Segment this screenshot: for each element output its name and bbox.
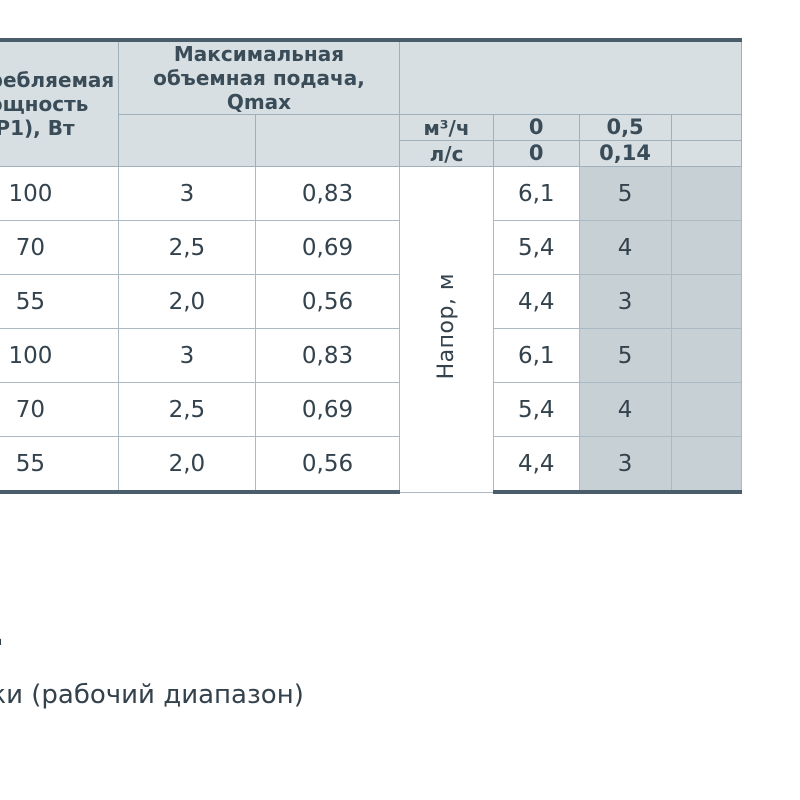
header-qmax-spacer (117, 113, 256, 168)
header-flow-m3h-0: 0 (492, 113, 580, 142)
cell-napor-2 (670, 436, 743, 495)
cell-napor-2 (670, 328, 743, 384)
header-row-2: м³/ч 0 0,5 (0, 113, 743, 168)
cell-power: 70 (0, 382, 119, 438)
cell-napor-0: 6,1 (492, 328, 580, 384)
spec-table-viewport: Потребляемая мощность (P1), Вт Максималь… (0, 38, 800, 579)
legend-line-1: КПД (0, 618, 800, 648)
header-power: Потребляемая мощность (P1), Вт (0, 38, 119, 168)
cell-qmax-ls: 0,56 (254, 274, 401, 330)
table-row: 100 3 0,83 Напор, м 6,1 5 (0, 166, 743, 493)
header-qmax: Максимальная объемная подача, Qmax (117, 38, 401, 115)
cell-qmax-ls: 0,83 (254, 166, 401, 222)
napor-label-text: Напор, м (434, 273, 460, 380)
header-flow-m3h-1: 0,5 (578, 113, 672, 142)
header-flow-ls-2 (670, 140, 743, 168)
legend-line-2: точки (рабочий диапазон) (0, 680, 304, 710)
header-flow-ls-0: 0 (492, 140, 580, 168)
cell-napor-1: 4 (578, 382, 672, 438)
header-row-3: л/с 0 0,14 (0, 140, 743, 168)
header-flow-ls-1: 0,14 (578, 140, 672, 168)
cell-qmax-m3h: 2,0 (117, 274, 256, 330)
table-row: 55 2,0 0,56 4,4 3 (0, 436, 743, 495)
cell-napor-0: 5,4 (492, 220, 580, 276)
cell-napor-1: 5 (578, 328, 672, 384)
cell-napor-label: Напор, м (399, 166, 494, 493)
cell-napor-0: 4,4 (492, 436, 580, 495)
cell-qmax-m3h: 3 (117, 166, 256, 222)
cell-qmax-m3h: 2,5 (117, 220, 256, 276)
header-flow-m3h-2 (670, 113, 743, 142)
cell-power: 70 (0, 220, 119, 276)
cell-qmax-ls: 0,83 (254, 328, 401, 384)
cell-power: 55 (0, 436, 119, 495)
header-flow-group (399, 38, 742, 115)
header-qmax-spacer-2 (254, 113, 401, 168)
cell-napor-1: 4 (578, 220, 672, 276)
cell-qmax-m3h: 2,5 (117, 382, 256, 438)
cell-napor-1: 5 (578, 166, 672, 222)
cell-napor-1: 3 (578, 274, 672, 330)
cell-napor-2 (670, 220, 743, 276)
cell-napor-2 (670, 274, 743, 330)
table-head: Потребляемая мощность (P1), Вт Максималь… (0, 38, 743, 168)
header-flow-unit-ls: л/с (399, 140, 494, 168)
table-row: 70 2,5 0,69 5,4 4 (0, 220, 743, 276)
cell-qmax-ls: 0,69 (254, 382, 401, 438)
table-row: 55 2,0 0,56 4,4 3 (0, 274, 743, 330)
cell-napor-1: 3 (578, 436, 672, 495)
cell-napor-2 (670, 382, 743, 438)
cell-napor-0: 5,4 (492, 382, 580, 438)
specifications-table: Потребляемая мощность (P1), Вт Максималь… (0, 38, 743, 495)
cell-napor-0: 6,1 (492, 166, 580, 222)
cell-power: 100 (0, 166, 119, 222)
cell-power: 100 (0, 328, 119, 384)
cell-qmax-ls: 0,69 (254, 220, 401, 276)
header-row-1: Потребляемая мощность (P1), Вт Максималь… (0, 38, 742, 168)
table-row: 70 2,5 0,69 5,4 4 (0, 382, 743, 438)
cell-power: 55 (0, 274, 119, 330)
table-body: 100 3 0,83 Напор, м 6,1 5 70 2,5 0,69 5,… (0, 166, 743, 495)
cell-qmax-m3h: 2,0 (117, 436, 256, 495)
legend-block: КПД точки (рабочий диапазон) (0, 618, 800, 710)
cell-napor-2 (670, 166, 743, 222)
cell-napor-0: 4,4 (492, 274, 580, 330)
cell-qmax-ls: 0,56 (254, 436, 401, 495)
table-row: 100 3 0,83 6,1 5 (0, 328, 743, 384)
header-flow-unit-m3h: м³/ч (399, 113, 494, 142)
cell-qmax-m3h: 3 (117, 328, 256, 384)
